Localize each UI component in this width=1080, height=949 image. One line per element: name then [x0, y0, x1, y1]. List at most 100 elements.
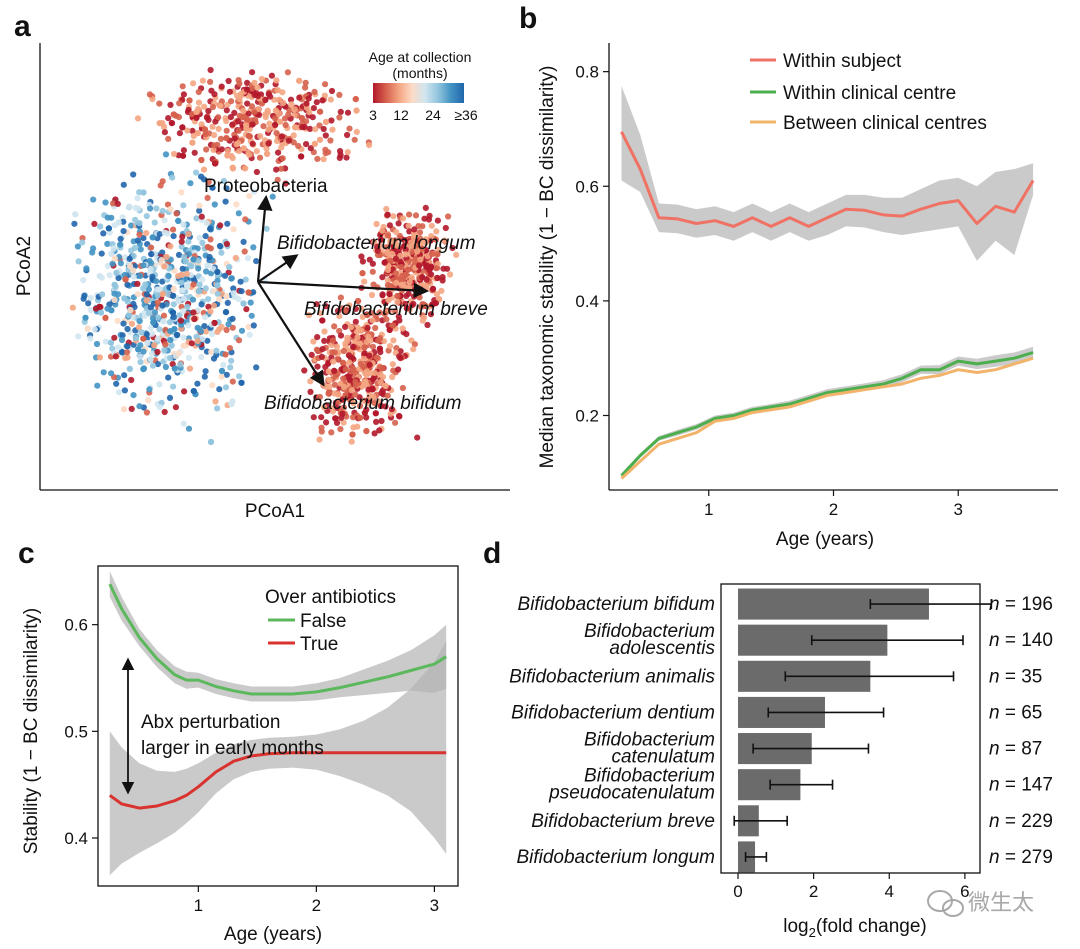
x-tick-label: 2: [312, 896, 321, 915]
sample-point: [224, 152, 231, 159]
sample-point: [162, 151, 170, 158]
sample-point: [147, 205, 154, 212]
sample-point: [136, 317, 143, 325]
colorbar-tick-36: ≥36: [454, 107, 477, 123]
sample-point: [329, 337, 336, 344]
sample-point: [134, 291, 141, 298]
sample-point: [426, 212, 433, 219]
sample-point: [161, 347, 168, 354]
sample-point: [364, 312, 371, 319]
sample-point: [94, 382, 101, 389]
sample-point: [236, 373, 243, 380]
sample-point: [128, 222, 135, 229]
sample-point: [406, 228, 413, 235]
sample-point: [325, 390, 332, 397]
sample-point: [333, 343, 340, 350]
sample-point: [222, 384, 230, 391]
sample-point: [232, 254, 239, 262]
sample-point: [121, 387, 128, 394]
sample-point: [87, 294, 94, 302]
sample-point: [408, 239, 415, 246]
sample-point: [328, 429, 335, 436]
sample-point: [363, 414, 370, 421]
panel-c-ylabel: Stability (1 − BC dissimilarity): [21, 608, 42, 855]
sample-point: [372, 324, 379, 332]
sample-point: [246, 331, 253, 338]
sample-point: [229, 378, 236, 385]
sample-point: [186, 97, 193, 104]
sample-point: [153, 205, 160, 212]
sample-point: [318, 353, 325, 360]
sample-point: [217, 135, 224, 142]
sample-point: [272, 115, 279, 122]
sample-point: [235, 295, 242, 303]
sample-point: [383, 244, 390, 251]
sample-point: [224, 147, 231, 154]
colorbar-title-2: (months): [392, 65, 447, 81]
sample-point: [344, 131, 351, 139]
sample-point: [117, 260, 124, 267]
sample-point: [145, 286, 152, 293]
sample-point: [343, 154, 350, 161]
sample-point: [365, 333, 372, 340]
sample-point: [403, 331, 410, 338]
sample-point: [371, 374, 378, 381]
sample-point: [149, 362, 157, 369]
sample-point: [178, 271, 185, 278]
sample-point: [306, 125, 314, 132]
sample-point: [416, 229, 424, 236]
sample-point: [249, 69, 256, 76]
sample-point: [402, 271, 409, 278]
sample-point: [130, 267, 137, 274]
sample-point: [388, 406, 395, 413]
sample-point: [111, 281, 118, 288]
sample-point: [175, 217, 182, 224]
sample-point: [214, 277, 221, 284]
sample-point: [347, 377, 354, 384]
sample-point: [185, 238, 192, 245]
sample-point: [207, 236, 214, 243]
sample-point: [272, 107, 280, 114]
sample-point: [226, 345, 233, 352]
sample-point: [115, 274, 122, 282]
sample-point: [114, 317, 121, 324]
sample-point: [156, 100, 163, 107]
sample-point: [149, 273, 156, 280]
sample-point: [165, 135, 172, 142]
sample-point: [298, 153, 305, 160]
sample-point: [170, 314, 177, 321]
sample-point: [104, 240, 111, 247]
sample-point: [231, 109, 238, 116]
sample-point: [308, 351, 315, 358]
sample-point: [180, 147, 187, 154]
sample-point: [318, 414, 325, 421]
sample-point: [218, 146, 225, 153]
sample-point: [248, 85, 256, 92]
sample-point: [150, 319, 157, 326]
sample-point: [329, 349, 336, 356]
sample-point: [204, 337, 211, 344]
sample-point: [145, 397, 152, 404]
panel-b-xlabel: Age (years): [776, 529, 874, 550]
sample-point: [314, 334, 321, 341]
sample-point: [201, 314, 209, 321]
sample-point: [254, 84, 261, 91]
sample-point: [360, 363, 367, 370]
sample-point: [134, 280, 141, 287]
sample-point: [379, 365, 386, 372]
sample-point: [178, 238, 185, 245]
sample-point: [112, 353, 119, 360]
sample-point: [352, 96, 359, 103]
arrow-b-breve: [257, 280, 430, 299]
sample-point: [288, 101, 295, 108]
sample-point: [154, 361, 161, 368]
sample-point: [85, 300, 92, 307]
colorbar-gradient: [373, 83, 464, 103]
sample-point: [161, 229, 168, 236]
sample-point: [322, 150, 329, 157]
sample-point: [135, 324, 143, 331]
sample-point: [379, 274, 386, 281]
x-tick-label: 1: [704, 500, 713, 519]
sample-point: [193, 108, 200, 115]
sample-point: [210, 355, 218, 362]
